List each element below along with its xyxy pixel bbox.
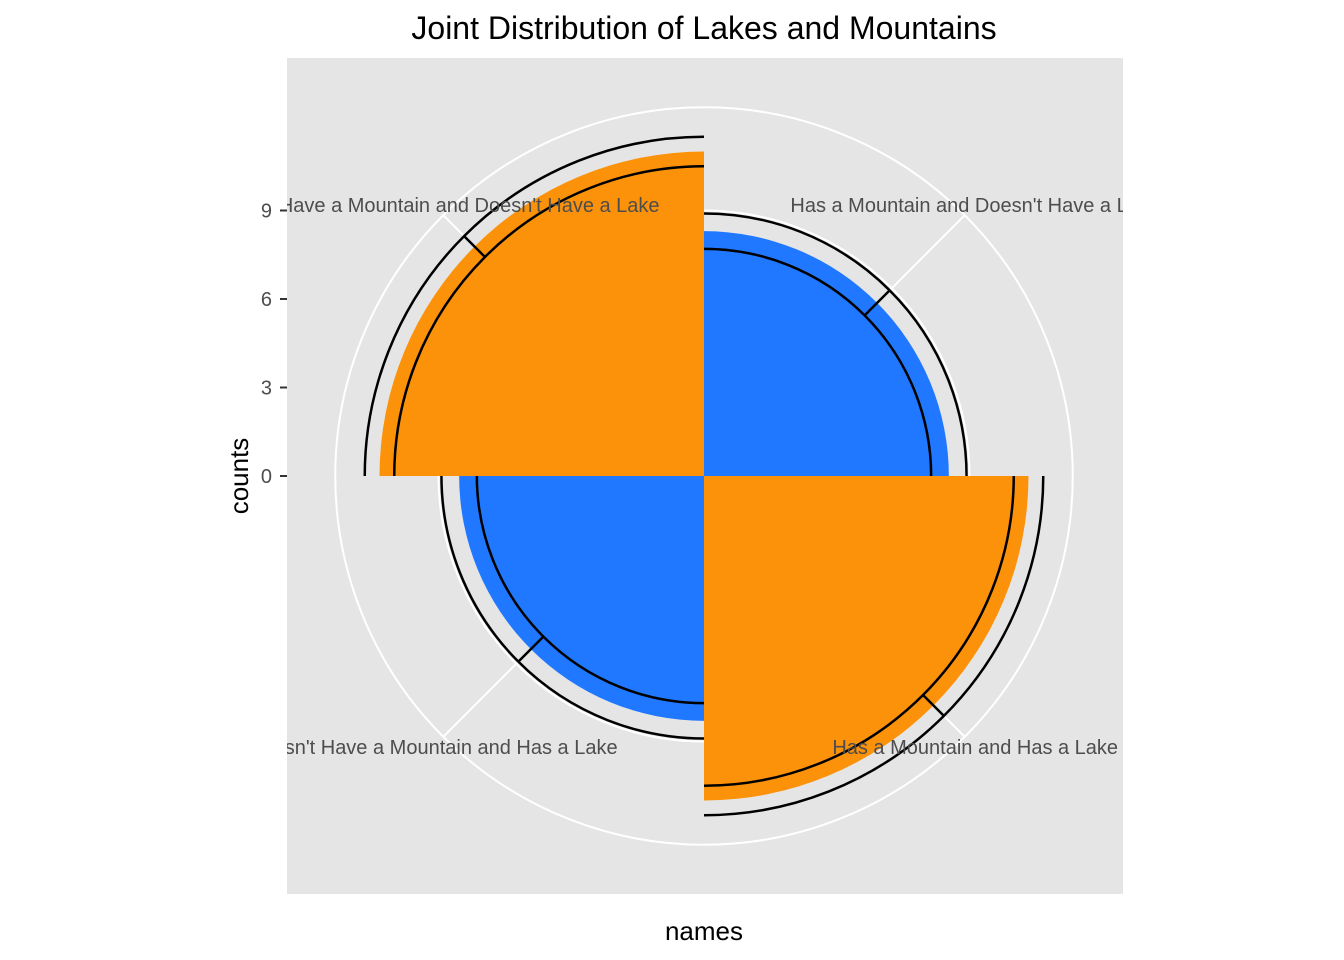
category-label-2: Has a Mountain and Has a Lake bbox=[832, 737, 1118, 759]
bar-wedge-1 bbox=[704, 231, 949, 476]
bar-wedge-3 bbox=[459, 476, 704, 721]
x-axis-title: names bbox=[665, 916, 743, 946]
category-label-3: Doesn't Have a Mountain and Has a Lake bbox=[248, 737, 618, 759]
category-label-4: Doesn't Have a Mountain and Doesn't Have… bbox=[206, 195, 659, 217]
bar-wedge-2 bbox=[704, 476, 1029, 801]
category-label-1: Has a Mountain and Doesn't Have a Lake bbox=[790, 195, 1160, 217]
y-tick-label: 9 bbox=[261, 201, 272, 223]
error-bar-stem bbox=[922, 694, 945, 717]
y-axis: 0 3 6 9 bbox=[261, 201, 287, 488]
grid-circle bbox=[334, 106, 1074, 846]
error-bar-lower-arc bbox=[393, 165, 705, 477]
error-bar-lower-arc bbox=[475, 475, 705, 705]
y-tick-label: 0 bbox=[261, 466, 272, 488]
error-bar-3 bbox=[440, 475, 705, 740]
error-bar-stem bbox=[517, 635, 545, 663]
category-labels-layer: Has a Mountain and Doesn't Have a Lake Ha… bbox=[206, 195, 1160, 759]
error-bar-4 bbox=[363, 135, 705, 477]
error-bar-stem bbox=[463, 235, 486, 258]
chart-title: Joint Distribution of Lakes and Mountain… bbox=[411, 10, 996, 46]
bars-layer bbox=[379, 151, 1029, 801]
error-bar-stem bbox=[863, 289, 891, 317]
error-bar-1 bbox=[703, 212, 968, 477]
error-bars-layer bbox=[363, 135, 1045, 817]
error-bar-2 bbox=[703, 475, 1045, 817]
y-tick-label: 3 bbox=[261, 378, 272, 400]
y-axis-title: counts bbox=[224, 438, 254, 515]
bar-wedge-4 bbox=[379, 151, 704, 476]
y-tick-label: 6 bbox=[261, 289, 272, 311]
error-bar-lower-arc bbox=[703, 247, 933, 477]
error-bar-lower-arc bbox=[703, 475, 1015, 787]
